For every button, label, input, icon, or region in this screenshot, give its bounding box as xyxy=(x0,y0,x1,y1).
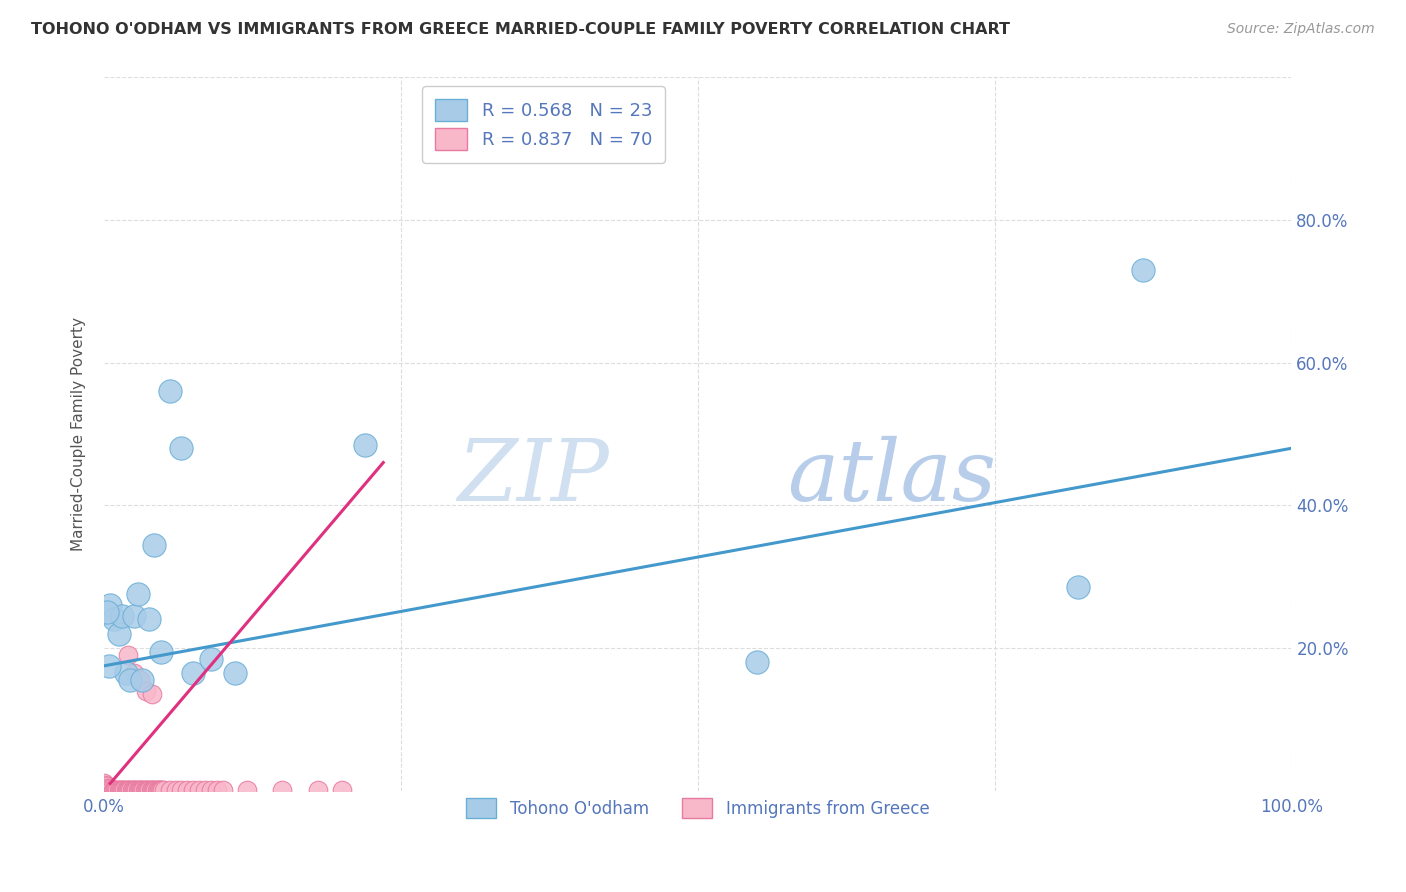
Point xyxy=(111,783,134,797)
Point xyxy=(125,783,148,797)
Point xyxy=(307,783,329,797)
Point xyxy=(330,783,353,797)
Point xyxy=(118,783,141,797)
Point xyxy=(114,783,136,797)
Point xyxy=(194,783,217,797)
Point xyxy=(122,608,145,623)
Point xyxy=(122,665,145,680)
Point xyxy=(146,783,169,797)
Point xyxy=(93,776,115,790)
Point xyxy=(100,783,122,797)
Point xyxy=(1067,580,1090,594)
Point xyxy=(103,612,125,626)
Point xyxy=(143,783,166,797)
Point xyxy=(114,665,136,680)
Point xyxy=(120,783,142,797)
Point xyxy=(1132,263,1154,277)
Point xyxy=(105,783,128,797)
Point xyxy=(129,783,152,797)
Point xyxy=(110,783,132,797)
Point xyxy=(105,783,128,797)
Point xyxy=(200,651,222,665)
Point xyxy=(124,783,146,797)
Point xyxy=(141,687,163,701)
Text: TOHONO O'ODHAM VS IMMIGRANTS FROM GREECE MARRIED-COUPLE FAMILY POVERTY CORRELATI: TOHONO O'ODHAM VS IMMIGRANTS FROM GREECE… xyxy=(31,22,1010,37)
Point xyxy=(145,783,167,797)
Point xyxy=(97,780,120,795)
Point xyxy=(132,783,155,797)
Point xyxy=(150,783,173,797)
Point xyxy=(131,673,153,687)
Point xyxy=(159,384,181,399)
Point xyxy=(134,783,156,797)
Point xyxy=(183,783,205,797)
Text: atlas: atlas xyxy=(787,435,995,518)
Point xyxy=(98,658,121,673)
Point xyxy=(108,783,131,797)
Point xyxy=(120,673,142,687)
Point xyxy=(107,783,129,797)
Point xyxy=(98,598,121,612)
Point xyxy=(121,783,143,797)
Point xyxy=(112,783,135,797)
Point xyxy=(117,783,139,797)
Point xyxy=(143,537,166,551)
Point xyxy=(138,783,160,797)
Point xyxy=(136,783,159,797)
Point xyxy=(94,778,117,792)
Point xyxy=(165,783,187,797)
Point xyxy=(96,780,118,794)
Point xyxy=(127,783,149,797)
Point xyxy=(98,781,121,796)
Point xyxy=(98,782,121,797)
Point xyxy=(107,626,129,640)
Text: Source: ZipAtlas.com: Source: ZipAtlas.com xyxy=(1227,22,1375,37)
Point xyxy=(143,783,166,797)
Point xyxy=(205,783,228,797)
Legend: Tohono O'odham, Immigrants from Greece: Tohono O'odham, Immigrants from Greece xyxy=(460,791,936,825)
Point xyxy=(103,783,125,797)
Point xyxy=(111,608,134,623)
Point xyxy=(150,644,173,658)
Point xyxy=(114,783,136,797)
Point xyxy=(212,783,235,797)
Point xyxy=(148,783,170,797)
Point xyxy=(96,605,118,619)
Point xyxy=(141,783,163,797)
Point xyxy=(236,783,259,797)
Point xyxy=(135,683,157,698)
Point xyxy=(149,783,172,797)
Point xyxy=(129,783,152,797)
Point xyxy=(747,655,769,669)
Point xyxy=(136,783,159,797)
Point xyxy=(129,673,152,687)
Point xyxy=(128,783,150,797)
Y-axis label: Married-Couple Family Poverty: Married-Couple Family Poverty xyxy=(72,317,86,551)
Point xyxy=(139,783,162,797)
Point xyxy=(117,648,139,662)
Point xyxy=(188,783,211,797)
Point xyxy=(104,783,127,797)
Point xyxy=(142,783,165,797)
Point xyxy=(170,442,193,456)
Point xyxy=(152,783,174,797)
Point xyxy=(135,783,157,797)
Point xyxy=(271,783,294,797)
Point xyxy=(170,783,193,797)
Point xyxy=(183,665,205,680)
Point xyxy=(176,783,198,797)
Text: ZIP: ZIP xyxy=(457,435,609,518)
Point xyxy=(115,783,138,797)
Point xyxy=(127,587,149,601)
Point xyxy=(121,783,143,797)
Point xyxy=(200,783,222,797)
Point xyxy=(101,783,124,797)
Point xyxy=(131,783,153,797)
Point xyxy=(122,783,145,797)
Point xyxy=(152,783,174,797)
Point xyxy=(224,665,246,680)
Point xyxy=(159,783,181,797)
Point xyxy=(138,612,160,626)
Point xyxy=(354,438,377,452)
